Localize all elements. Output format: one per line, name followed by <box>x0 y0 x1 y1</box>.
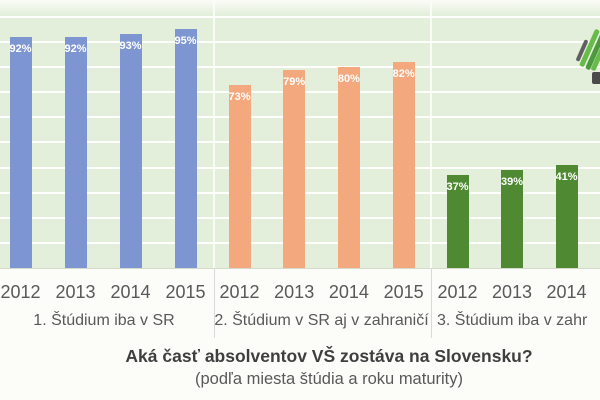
chart-title-block: Aká časť absolventov VŠ zostáva na Slove… <box>0 345 600 390</box>
bar-2013-group1: 92% <box>64 36 87 268</box>
bar-2014-group1: 93% <box>119 34 142 268</box>
bar-2014-group3: 41% <box>555 165 578 268</box>
bar-value-label: 82% <box>392 68 415 81</box>
year-label-2012: 2012 <box>437 282 478 302</box>
year-label-2014: 2014 <box>328 282 369 302</box>
bar-2012-group1: 92% <box>9 36 32 268</box>
year-label-2013: 2013 <box>491 282 533 302</box>
bar-value-label: 92% <box>9 42 32 55</box>
gridline-100pct <box>0 15 600 18</box>
gridline-80pct <box>0 66 600 69</box>
bar-2012-group3: 37% <box>446 175 469 268</box>
bar-value-label: 73% <box>228 90 251 103</box>
chart-title: Aká časť absolventov VŠ zostáva na Slove… <box>125 346 533 366</box>
year-label-2012: 2012 <box>219 282 260 302</box>
bar-value-label: 41% <box>555 171 578 183</box>
bar-value-label: 92% <box>64 42 87 55</box>
plot-area: 92% 92% 93% 95% 73% 79% 80% 82% 37% 39% 41% <box>0 0 600 268</box>
chart-subtitle: (podľa miesta štúdia a roku maturity) <box>194 370 463 388</box>
bar-2013-group2: 79% <box>283 69 305 268</box>
bar-value-label: 39% <box>500 176 524 189</box>
year-label-2012: 2012 <box>0 282 41 302</box>
bar-value-label: 79% <box>283 75 306 88</box>
axis-group-separator <box>430 268 432 338</box>
bar-value-label: 37% <box>446 181 469 194</box>
gridline-90pct <box>0 40 600 43</box>
year-label-2013: 2013 <box>274 282 315 302</box>
bar-2015-group1: 95% <box>174 29 197 268</box>
x-axis-line <box>0 268 600 269</box>
group-label-3: 3. Štúdium iba v zahr <box>437 312 588 329</box>
group-label-2: 2. Štúdium v SR aj v zahraničí <box>214 312 429 329</box>
axis-group-separator <box>214 268 215 338</box>
bar-2014-group2: 80% <box>338 67 360 268</box>
bar-2012-group2: 73% <box>228 84 251 268</box>
plot-group-separator <box>213 0 215 268</box>
plot-group-separator <box>429 0 432 268</box>
year-label-2015: 2015 <box>165 282 206 302</box>
bar-value-label: 95% <box>174 35 197 48</box>
group-label-1: 1. Štúdium iba v SR <box>33 312 175 329</box>
year-label-2015: 2015 <box>383 282 424 302</box>
bar-value-label: 80% <box>337 73 360 86</box>
bar-2015-group2: 82% <box>393 62 415 268</box>
year-label-2014: 2014 <box>110 282 151 302</box>
bar-2013-group3: 39% <box>501 170 523 268</box>
year-label-2014: 2014 <box>546 282 587 302</box>
logo-hatch-stroke <box>592 72 600 84</box>
year-label-2013: 2013 <box>55 282 96 302</box>
bar-value-label: 93% <box>119 40 142 53</box>
